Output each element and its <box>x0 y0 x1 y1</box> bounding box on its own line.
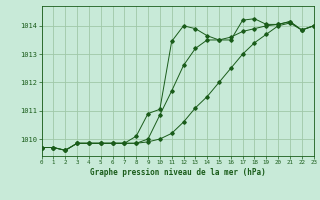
X-axis label: Graphe pression niveau de la mer (hPa): Graphe pression niveau de la mer (hPa) <box>90 168 266 177</box>
